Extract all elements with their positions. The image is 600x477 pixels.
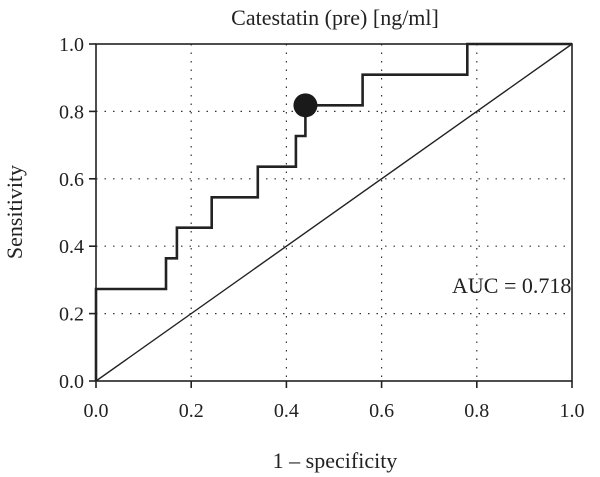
x-tick-label: 0.6 (369, 400, 394, 422)
y-tick-label: 0.4 (59, 236, 84, 258)
x-tick-label: 0.2 (179, 400, 204, 422)
x-axis-label: 1 – specificity (273, 448, 398, 473)
roc-curve-line (94, 42, 572, 381)
optimal-cutoff-marker (293, 93, 318, 118)
x-tick-label: 0.4 (274, 400, 299, 422)
auc-annotation: AUC = 0.718 (452, 273, 571, 298)
y-tick-label: 0.2 (59, 304, 84, 326)
y-tick-label: 0.6 (59, 169, 84, 191)
x-tick-label: 0.0 (84, 400, 109, 422)
x-tick-label: 0.8 (464, 400, 489, 422)
y-axis-label: Sensitivity (2, 165, 27, 259)
y-tick-label: 0.0 (59, 371, 84, 393)
reference-diagonal-line (95, 43, 573, 382)
x-axis-ticks: 0.0 0.2 0.4 0.6 0.8 1.0 (84, 381, 585, 422)
y-tick-label: 1.0 (59, 34, 84, 56)
y-tick-label: 0.8 (59, 101, 84, 123)
chart-title: Catestatin (pre) [ng/ml] (231, 5, 439, 30)
grid-lines (96, 44, 572, 381)
x-tick-label: 1.0 (560, 400, 585, 422)
y-axis-ticks: 0.0 0.2 0.4 0.6 0.8 1.0 (59, 34, 96, 393)
plot-frame (95, 43, 573, 382)
